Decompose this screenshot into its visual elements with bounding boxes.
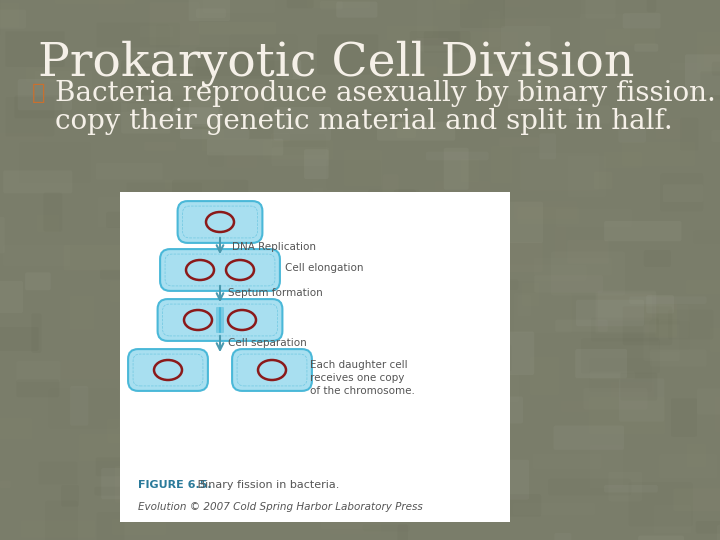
Text: Septum formation: Septum formation (228, 288, 323, 298)
Text: ⵘ: ⵘ (32, 82, 45, 104)
FancyBboxPatch shape (128, 349, 208, 391)
Text: Binary fission in bacteria.: Binary fission in bacteria. (194, 480, 339, 490)
Text: Bacteria reproduce asexually by binary fission.  They: Bacteria reproduce asexually by binary f… (55, 80, 720, 107)
Text: Evolution © 2007 Cold Spring Harbor Laboratory Press: Evolution © 2007 Cold Spring Harbor Labo… (138, 502, 423, 512)
Bar (120, 192, 510, 522)
FancyBboxPatch shape (178, 201, 262, 243)
FancyBboxPatch shape (160, 249, 280, 291)
Text: Cell separation: Cell separation (228, 338, 307, 348)
Text: DNA Replication: DNA Replication (232, 242, 316, 252)
FancyBboxPatch shape (216, 307, 224, 333)
Text: copy their genetic material and split in half.: copy their genetic material and split in… (55, 108, 672, 135)
FancyBboxPatch shape (232, 349, 312, 391)
Text: Prokaryotic Cell Division: Prokaryotic Cell Division (38, 40, 634, 86)
Text: Each daughter cell
receives one copy
of the chromosome.: Each daughter cell receives one copy of … (310, 360, 415, 396)
Text: FIGURE 6.5.: FIGURE 6.5. (138, 480, 212, 490)
Text: Cell elongation: Cell elongation (285, 263, 364, 273)
FancyBboxPatch shape (158, 299, 282, 341)
